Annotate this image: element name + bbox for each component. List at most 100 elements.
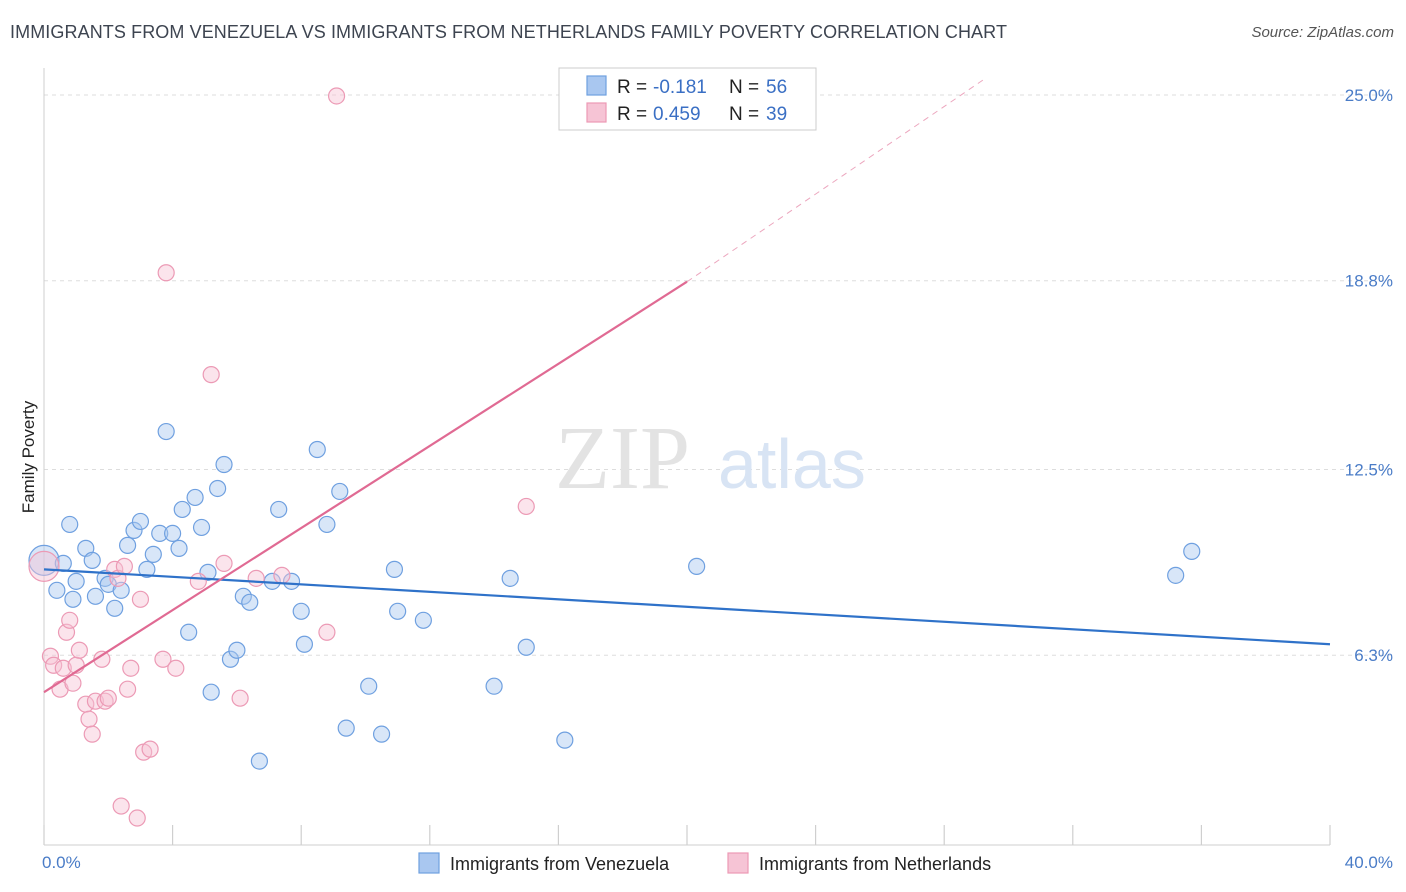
data-point-venezuela xyxy=(221,650,240,668)
chart-title: IMMIGRANTS FROM VENEZUELA VS IMMIGRANTS … xyxy=(10,22,1008,42)
data-point-venezuela xyxy=(157,422,175,441)
legend-r-value-venezuela: -0.181 xyxy=(653,77,707,98)
data-point-netherlands xyxy=(517,497,535,516)
data-point-venezuela xyxy=(517,638,535,656)
legend-n-label: N = xyxy=(729,77,759,98)
trend-line-venezuela xyxy=(43,568,1331,646)
data-point-netherlands xyxy=(61,611,79,629)
data-point-venezuela xyxy=(151,524,169,543)
bottom-legend-label-venezuela: Immigrants from Venezuela xyxy=(450,854,670,874)
data-point-netherlands xyxy=(189,572,207,590)
tick-labels: 6.3% 12.5% 18.8% 25.0% 0.0% 40.0% xyxy=(42,86,1393,872)
data-point-venezuela xyxy=(118,536,137,554)
data-point-venezuela xyxy=(337,719,355,737)
data-point-venezuela xyxy=(83,551,101,569)
data-point-netherlands xyxy=(83,725,101,743)
trend-lines xyxy=(43,77,1331,694)
y-tick-label: 18.8% xyxy=(1345,272,1393,291)
data-point-venezuela xyxy=(389,602,407,620)
data-point-netherlands xyxy=(80,710,98,728)
data-point-venezuela xyxy=(688,557,706,575)
x-tick-label: 0.0% xyxy=(42,853,81,872)
data-point-venezuela xyxy=(234,587,252,605)
legend-swatch-venezuela xyxy=(586,75,607,96)
data-point-netherlands xyxy=(45,656,63,674)
watermark-zip: ZIP xyxy=(555,409,690,508)
legend-swatch-netherlands xyxy=(586,102,607,123)
x-tick-label: 40.0% xyxy=(1345,853,1393,872)
axes xyxy=(43,68,1331,846)
legend-n-value-venezuela: 56 xyxy=(766,77,787,98)
data-point-netherlands xyxy=(128,809,146,827)
data-point-netherlands xyxy=(118,680,137,698)
data-point-netherlands xyxy=(70,641,88,659)
data-point-venezuela xyxy=(144,545,162,563)
source-label: Source: ZipAtlas.com xyxy=(1251,24,1394,41)
y-tick-label: 12.5% xyxy=(1345,460,1393,479)
data-point-venezuela xyxy=(385,560,404,578)
data-point-venezuela xyxy=(270,500,288,519)
data-point-venezuela xyxy=(318,515,336,534)
data-point-venezuela xyxy=(485,677,503,695)
data-point-venezuela xyxy=(164,524,182,543)
watermark: ZIP atlas xyxy=(555,409,866,508)
data-point-venezuela xyxy=(228,641,246,659)
data-point-netherlands xyxy=(231,689,249,707)
data-point-venezuela xyxy=(61,515,79,534)
data-point-venezuela xyxy=(67,572,85,590)
data-point-netherlands xyxy=(64,674,82,692)
legend-r-value-netherlands: 0.459 xyxy=(653,104,701,125)
data-point-netherlands xyxy=(131,590,150,608)
data-point-netherlands xyxy=(122,659,140,677)
data-point-netherlands xyxy=(273,566,291,584)
data-point-netherlands xyxy=(28,550,60,582)
grid-lines xyxy=(44,94,1392,656)
data-point-venezuela xyxy=(250,752,269,770)
y-tick-label: 6.3% xyxy=(1354,646,1393,665)
y-axis-label: Family Poverty xyxy=(19,400,38,513)
data-point-netherlands xyxy=(141,740,159,758)
bottom-legend-swatch-netherlands xyxy=(727,852,749,874)
data-point-venezuela xyxy=(209,479,227,498)
data-points xyxy=(28,87,1201,827)
data-point-venezuela xyxy=(106,599,124,617)
data-point-venezuela xyxy=(414,611,432,629)
data-point-venezuela xyxy=(295,635,314,653)
legend-n-value-netherlands: 39 xyxy=(766,104,787,125)
data-point-netherlands xyxy=(154,650,172,668)
watermark-atlas: atlas xyxy=(718,425,866,503)
data-point-venezuela xyxy=(501,569,519,587)
data-point-venezuela xyxy=(125,521,143,540)
data-point-venezuela xyxy=(186,488,204,507)
data-point-netherlands xyxy=(112,797,130,815)
data-point-netherlands xyxy=(247,569,265,587)
data-point-venezuela xyxy=(292,602,310,620)
data-point-venezuela xyxy=(131,512,150,531)
legend-n-label: N = xyxy=(729,104,759,125)
data-point-netherlands xyxy=(54,659,72,677)
bottom-legend: Immigrants from Venezuela Immigrants fro… xyxy=(418,852,991,874)
trend-extension-netherlands xyxy=(686,77,987,283)
data-point-netherlands xyxy=(96,692,114,710)
data-point-venezuela xyxy=(1167,566,1185,584)
data-point-netherlands xyxy=(202,366,220,384)
data-point-venezuela xyxy=(1183,542,1201,560)
data-point-venezuela xyxy=(556,731,574,749)
data-point-venezuela xyxy=(308,440,326,459)
data-point-netherlands xyxy=(86,692,105,710)
data-point-netherlands xyxy=(327,87,346,105)
data-point-venezuela xyxy=(202,683,220,701)
bottom-legend-label-netherlands: Immigrants from Netherlands xyxy=(759,854,991,874)
bottom-legend-swatch-venezuela xyxy=(418,852,440,874)
data-point-netherlands xyxy=(41,647,60,665)
data-point-venezuela xyxy=(241,593,259,611)
data-point-netherlands xyxy=(215,554,233,572)
data-point-venezuela xyxy=(331,482,349,501)
data-point-venezuela xyxy=(372,725,391,743)
data-point-netherlands xyxy=(167,659,185,677)
data-point-venezuela xyxy=(64,590,82,608)
legend-box: R = -0.181 N = 56 R = 0.459 N = 39 xyxy=(558,67,817,131)
trend-line-netherlands xyxy=(43,280,688,694)
data-point-netherlands xyxy=(318,623,336,641)
